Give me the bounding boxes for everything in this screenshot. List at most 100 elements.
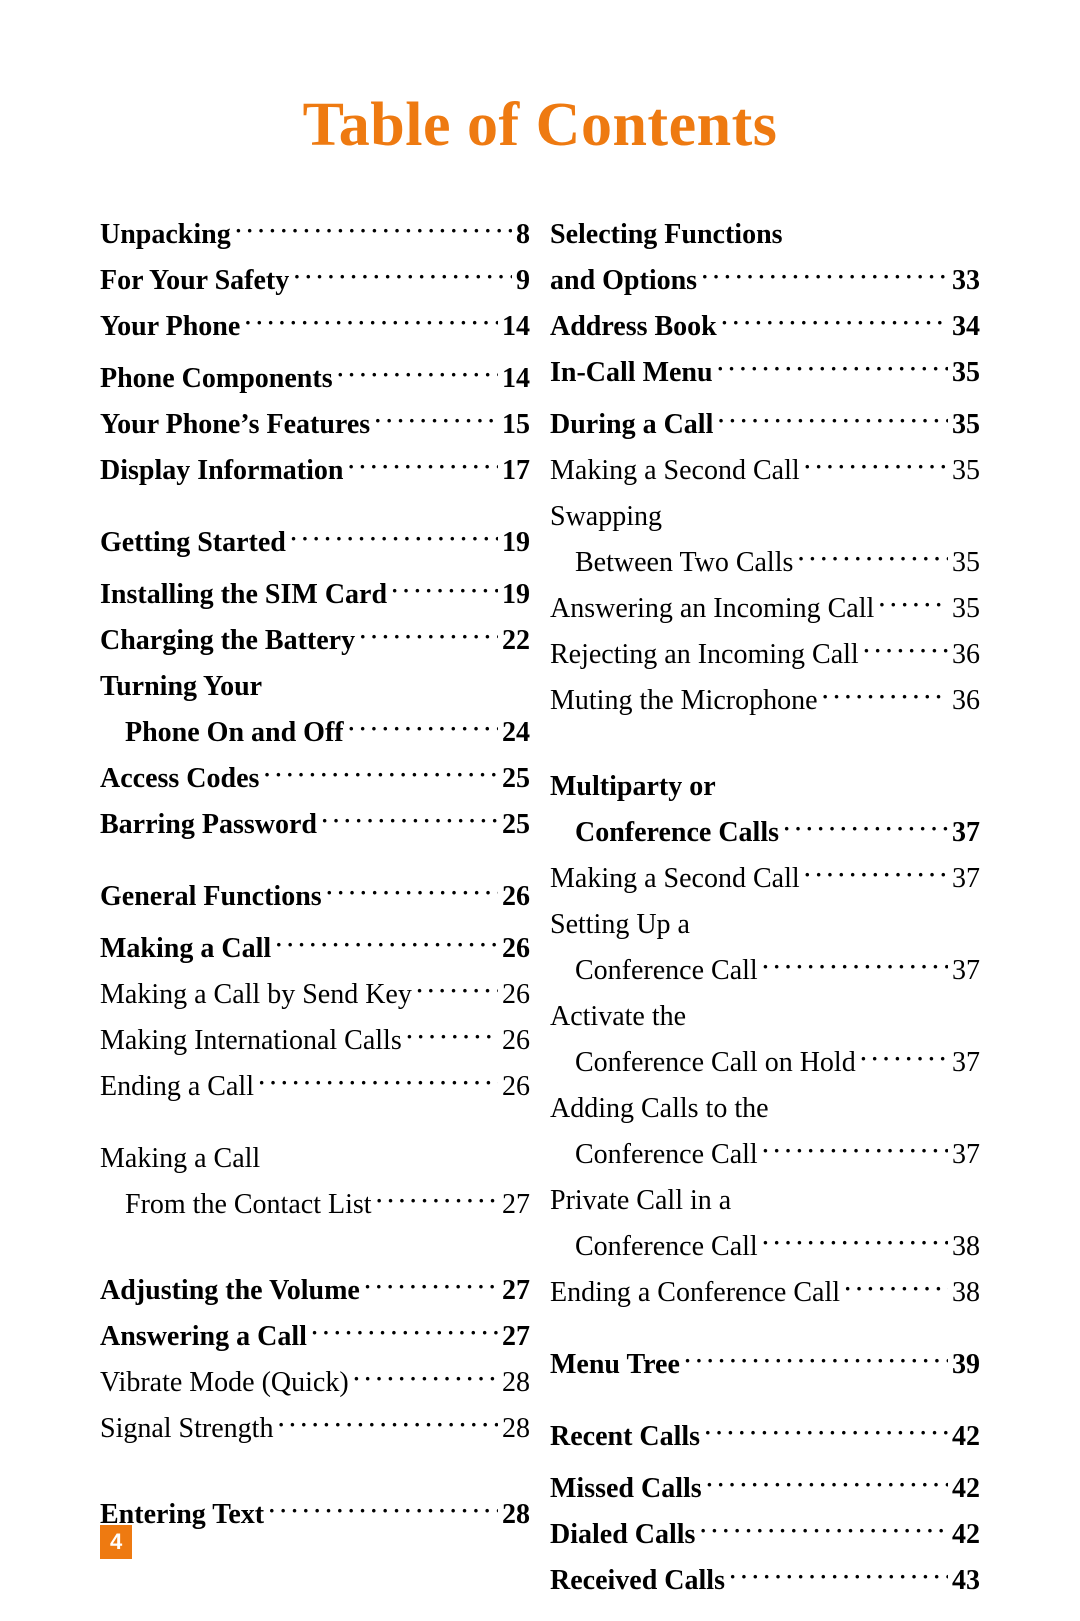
toc-entry-label: Swapping <box>550 503 662 531</box>
toc-entry-label: In-Call Menu <box>550 359 713 387</box>
toc-entry: Dialed Calls····························… <box>550 1515 980 1549</box>
dot-leader: ········································… <box>337 359 498 387</box>
toc-entry: Entering Text···························… <box>100 1495 530 1529</box>
toc-entry: Missed Calls····························… <box>550 1469 980 1503</box>
spacer <box>100 567 530 573</box>
dot-leader: ········································… <box>364 1271 498 1299</box>
toc-entry-label: Your Phone’s Features <box>100 411 370 439</box>
toc-entry-label: Conference Call on Hold <box>550 1049 856 1077</box>
toc-entry-page: 26 <box>502 883 530 911</box>
page-title: Table of Contents <box>100 90 980 161</box>
toc-entry: Conference Call·························… <box>550 951 980 985</box>
dot-leader: ········································… <box>863 635 948 663</box>
toc-entry-page: 34 <box>952 313 980 341</box>
toc-entry: Conference Call·························… <box>550 1227 980 1261</box>
toc-entry-page: 14 <box>502 313 530 341</box>
toc-entry: Muting the Microphone···················… <box>550 681 980 715</box>
toc-entry: Making International Calls··············… <box>100 1021 530 1055</box>
toc-entry: Display Information·····················… <box>100 451 530 485</box>
toc-entry-page: 14 <box>502 365 530 393</box>
toc-entry-page: 27 <box>502 1191 530 1219</box>
dot-leader: ········································… <box>290 523 498 551</box>
toc-entry: Unpacking·······························… <box>100 215 530 249</box>
toc-entry: Signal Strength·························… <box>100 1409 530 1443</box>
page-number-badge: 4 <box>100 1525 132 1559</box>
toc-entry-label: Answering an Incoming Call <box>550 595 874 623</box>
toc-entry-page: 39 <box>952 1351 980 1379</box>
toc-entry: Ending a Call···························… <box>100 1067 530 1101</box>
toc-entry: For Your Safety·························… <box>100 261 530 295</box>
toc-entry: Setting Up a····························… <box>550 905 980 939</box>
toc-entry-page: 28 <box>502 1501 530 1529</box>
toc-entry-label: Making a Second Call <box>550 457 800 485</box>
dot-leader: ········································… <box>311 1317 498 1345</box>
toc-entry: Vibrate Mode (Quick)····················… <box>100 1363 530 1397</box>
toc-entry: Charging the Battery····················… <box>100 621 530 655</box>
toc-entry: Conference Call on Hold·················… <box>550 1043 980 1077</box>
toc-entry-label: Phone On and Off <box>100 719 344 747</box>
toc-entry-label: Turning Your <box>100 673 262 701</box>
spacer <box>100 495 530 521</box>
toc-entry-label: Conference Call <box>550 957 758 985</box>
spacer <box>550 1461 980 1467</box>
toc-entry-label: Getting Started <box>100 529 286 557</box>
dot-leader: ········································… <box>701 261 948 289</box>
toc-entry: Menu Tree·······························… <box>550 1345 980 1379</box>
dot-leader: ········································… <box>844 1273 948 1301</box>
toc-entry-label: Between Two Calls <box>550 549 793 577</box>
toc-entry-label: and Options <box>550 267 697 295</box>
dot-leader: ········································… <box>374 405 498 433</box>
toc-entry-label: Phone Components <box>100 365 333 393</box>
toc-entry: Your Phone······························… <box>100 307 530 341</box>
toc-entry-page: 19 <box>502 581 530 609</box>
spacer <box>100 921 530 927</box>
dot-leader: ········································… <box>762 1227 948 1255</box>
toc-columns: Unpacking·······························… <box>100 213 980 1605</box>
toc-entry: Multiparty or···························… <box>550 767 980 801</box>
dot-leader: ········································… <box>275 929 498 957</box>
toc-entry-page: 15 <box>502 411 530 439</box>
toc-entry: From the Contact List···················… <box>100 1185 530 1219</box>
dot-leader: ········································… <box>326 877 498 905</box>
toc-entry: Between Two Calls·······················… <box>550 543 980 577</box>
toc-entry-page: 33 <box>952 267 980 295</box>
toc-entry: Your Phone’s Features···················… <box>100 405 530 439</box>
toc-entry: and Options·····························… <box>550 261 980 295</box>
toc-entry-page: 17 <box>502 457 530 485</box>
toc-entry: Recent Calls····························… <box>550 1417 980 1451</box>
dot-leader: ········································… <box>822 681 948 709</box>
dot-leader: ········································… <box>797 543 948 571</box>
toc-entry-page: 35 <box>952 359 980 387</box>
spacer <box>100 849 530 875</box>
toc-entry-label: Conference Calls <box>550 819 779 847</box>
toc-entry-page: 42 <box>952 1423 980 1451</box>
dot-leader: ········································… <box>729 1561 948 1589</box>
toc-entry-page: 9 <box>516 267 530 295</box>
toc-entry-label: Vibrate Mode (Quick) <box>100 1369 349 1397</box>
toc-entry-label: General Functions <box>100 883 322 911</box>
toc-entry-page: 37 <box>952 865 980 893</box>
dot-leader: ········································… <box>706 1469 948 1497</box>
dot-leader: ········································… <box>258 1067 498 1095</box>
toc-entry-label: Adjusting the Volume <box>100 1277 360 1305</box>
toc-entry-label: Address Book <box>550 313 717 341</box>
dot-leader: ········································… <box>244 307 498 335</box>
toc-entry-label: For Your Safety <box>100 267 289 295</box>
toc-entry-page: 8 <box>516 221 530 249</box>
toc-entry-page: 43 <box>952 1567 980 1595</box>
dot-leader: ········································… <box>717 405 948 433</box>
spacer <box>550 1317 980 1343</box>
toc-entry-page: 35 <box>952 595 980 623</box>
toc-entry-label: Recent Calls <box>550 1423 700 1451</box>
toc-entry: Activate the····························… <box>550 997 980 1031</box>
toc-entry-label: Muting the Microphone <box>550 687 818 715</box>
toc-entry: Selecting Functions·····················… <box>550 215 980 249</box>
toc-entry: Barring Password························… <box>100 805 530 839</box>
toc-entry-label: Display Information <box>100 457 343 485</box>
toc-entry-page: 37 <box>952 1049 980 1077</box>
toc-entry-page: 19 <box>502 529 530 557</box>
toc-entry-page: 37 <box>952 819 980 847</box>
toc-entry-page: 28 <box>502 1415 530 1443</box>
toc-entry: Making a Second Call····················… <box>550 859 980 893</box>
dot-leader: ········································… <box>704 1417 948 1445</box>
